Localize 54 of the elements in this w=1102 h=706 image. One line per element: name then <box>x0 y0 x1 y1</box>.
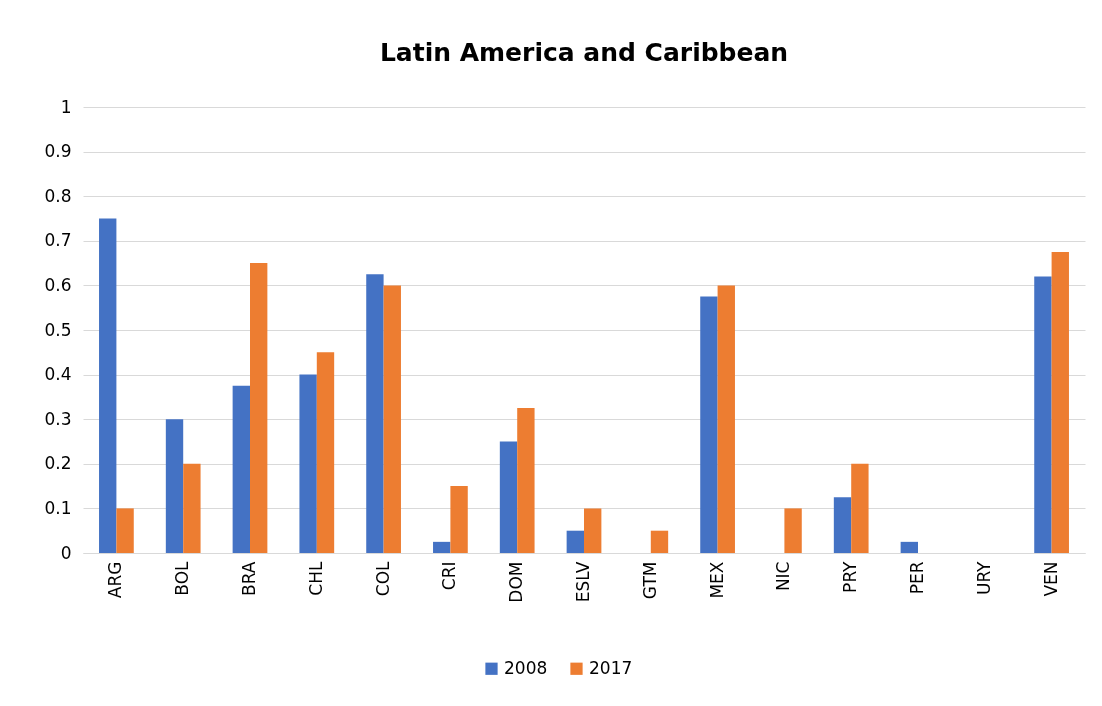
x-tick-label: PER <box>907 561 927 595</box>
bar <box>517 408 535 553</box>
x-tick-label: BRA <box>239 561 259 596</box>
bar <box>833 497 852 553</box>
chart-title: Latin America and Caribbean <box>379 38 789 67</box>
bar <box>450 486 468 553</box>
bar <box>851 463 869 553</box>
x-tick-label: BOL <box>172 560 193 596</box>
x-tick-label: NIC <box>773 561 794 592</box>
x-tick-label: DOM <box>506 561 527 603</box>
bar <box>717 285 735 553</box>
y-tick-label: 0.7 <box>44 230 72 251</box>
bar <box>650 530 669 553</box>
x-tick-label: GTM <box>639 561 660 600</box>
bar <box>316 352 335 553</box>
x-tick-label: VEN <box>1040 561 1061 597</box>
bar <box>1051 251 1069 553</box>
bar <box>433 541 451 553</box>
y-tick-label: 0.5 <box>44 319 72 340</box>
bar <box>183 463 201 553</box>
bar <box>165 419 184 553</box>
bar <box>700 296 718 553</box>
y-tick-label: 0.3 <box>44 408 72 429</box>
x-tick-label: MEX <box>706 561 727 599</box>
bar <box>99 218 117 553</box>
bar <box>299 374 317 553</box>
bar <box>250 263 268 553</box>
bar <box>366 274 384 553</box>
x-tick-label: URY <box>973 560 994 596</box>
x-tick-label: COL <box>372 560 393 597</box>
bar <box>900 541 918 553</box>
bar <box>1034 276 1052 553</box>
bar <box>566 530 584 553</box>
bar <box>383 285 401 553</box>
y-tick-label: 0.8 <box>44 185 72 206</box>
y-tick-label: 0.4 <box>44 364 72 385</box>
x-tick-label: PRY <box>840 560 861 593</box>
bar <box>784 508 802 553</box>
x-tick-label: CRI <box>439 561 460 591</box>
x-tick-label: ARG <box>105 561 126 599</box>
x-tick-label: ESLV <box>573 561 593 603</box>
y-tick-label: 0.2 <box>44 453 72 474</box>
bar <box>232 385 250 553</box>
bar <box>584 508 602 553</box>
bar <box>116 508 134 553</box>
y-tick-label: 0.1 <box>44 497 72 518</box>
y-tick-label: 1 <box>60 96 72 117</box>
bar <box>499 441 518 553</box>
y-tick-label: 0.9 <box>44 141 72 162</box>
legend-label: 2008 <box>504 657 548 678</box>
y-tick-label: 0.6 <box>44 274 72 295</box>
y-tick-label: 0 <box>60 542 72 563</box>
x-tick-label: CHL <box>305 560 326 596</box>
legend-label: 2017 <box>589 657 633 678</box>
